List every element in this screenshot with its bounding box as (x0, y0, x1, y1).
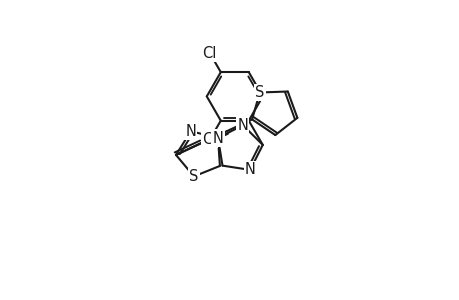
Text: N: N (185, 124, 196, 139)
Text: S: S (189, 169, 198, 184)
Text: Cl: Cl (202, 46, 217, 61)
Text: N: N (244, 162, 255, 177)
Text: N: N (237, 118, 248, 133)
Text: N: N (212, 130, 223, 146)
Text: Cl: Cl (202, 132, 217, 147)
Text: S: S (255, 85, 264, 100)
